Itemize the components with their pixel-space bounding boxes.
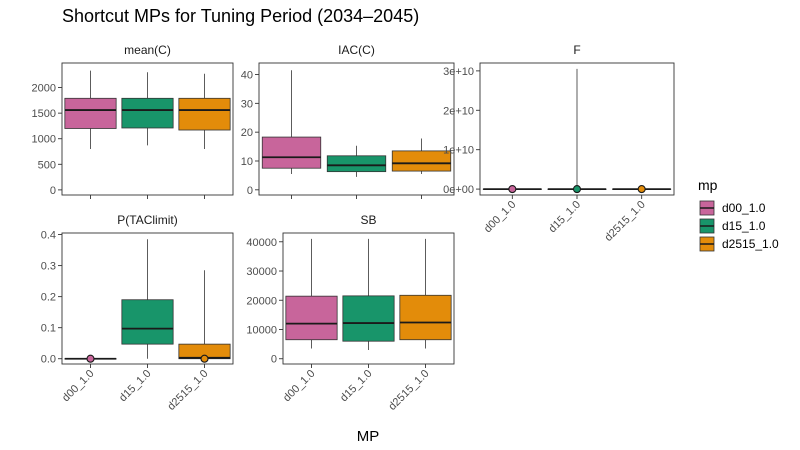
box-d2515-1-0 xyxy=(612,185,672,194)
panel-sb: SB 0 10000 20000 30000 40000 d00_1.0 d15_1.0 d25… xyxy=(246,213,455,413)
y-tick-label: 2e+10 xyxy=(443,105,474,117)
y-tick-label: 0 xyxy=(247,185,253,197)
legend-label: d2515_1.0 xyxy=(722,237,779,251)
x-tick-label: d00_1.0 xyxy=(281,368,318,405)
box-d2515-1-0 xyxy=(178,270,231,363)
panel-p-taclimit: P(TAClimit) 0.0 0.1 0.2 0.3 0.4 d00_1.0 d15_1.0… xyxy=(41,213,234,413)
box-d2515-1-0 xyxy=(178,73,231,149)
box-d00-1-0 xyxy=(285,238,338,349)
panel-strip-label: F xyxy=(573,43,580,57)
y-tick-label: 10 xyxy=(241,156,253,168)
box-iqr xyxy=(121,299,174,345)
box-d15-1-0 xyxy=(121,239,174,359)
x-tick-label: d2515_1.0 xyxy=(165,368,210,413)
panel-mean-c: mean(C) 0 500 1000 1500 2000 xyxy=(32,43,234,199)
box-d15-1-0 xyxy=(342,238,395,350)
y-tick-label: 30 xyxy=(241,98,253,110)
y-tick-label: 500 xyxy=(38,159,56,171)
x-tick-label: d00_1.0 xyxy=(482,199,519,236)
panel-strip-label: IAC(C) xyxy=(338,43,375,57)
box-d2515-1-0 xyxy=(399,238,452,349)
y-tick-label: 0.3 xyxy=(41,261,56,273)
outlier-point xyxy=(86,354,95,363)
y-tick-label: 0.1 xyxy=(41,323,56,335)
box-iqr xyxy=(64,97,117,129)
x-axis-title: MP xyxy=(357,428,380,445)
chart-title: Shortcut MPs for Tuning Period (2034–204… xyxy=(62,6,419,26)
panel-strip-label: P(TAClimit) xyxy=(117,213,177,227)
y-tick-label: 30000 xyxy=(246,266,277,278)
x-tick-label: d15_1.0 xyxy=(547,199,584,236)
y-tick-label: 0e+00 xyxy=(443,184,474,196)
outlier-point xyxy=(572,185,582,194)
box-d15-1-0 xyxy=(121,72,174,146)
y-tick-label: 20000 xyxy=(246,295,277,307)
y-tick-label: 40 xyxy=(241,70,253,82)
x-tick-label: d00_1.0 xyxy=(60,368,97,405)
panel-strip-label: mean(C) xyxy=(124,43,171,57)
y-tick-label: 0 xyxy=(271,354,277,366)
outlier-point xyxy=(508,185,517,194)
box-iqr xyxy=(342,295,395,342)
box-iqr xyxy=(326,155,387,173)
box-iqr xyxy=(285,295,338,341)
facet-panels: mean(C) 0 500 1000 1500 2000 IAC(C) 0 10 20 30 40 F 0… xyxy=(32,43,675,413)
y-tick-label: 40000 xyxy=(246,237,277,249)
box-d00-1-0 xyxy=(64,354,117,363)
panel-f: F 0e+00 1e+10 2e+10 3e+10 d00_1.0 d15_1.0 d2515… xyxy=(443,43,675,244)
x-tick-label: d2515_1.0 xyxy=(603,199,648,244)
box-iqr xyxy=(121,97,174,129)
legend-label: d15_1.0 xyxy=(722,219,766,233)
box-d00-1-0 xyxy=(64,70,117,149)
box-d15-1-0 xyxy=(326,145,387,177)
x-tick-label: d15_1.0 xyxy=(338,368,375,405)
y-tick-label: 0 xyxy=(50,185,56,197)
box-d00-1-0 xyxy=(261,70,322,174)
legend-title: mp xyxy=(698,177,718,193)
panel-iac-c: IAC(C) 0 10 20 30 40 xyxy=(241,43,455,199)
box-d2515-1-0 xyxy=(391,138,452,174)
y-tick-label: 10000 xyxy=(246,324,277,336)
y-tick-label: 0.0 xyxy=(41,354,56,366)
y-tick-label: 20 xyxy=(241,127,253,139)
y-tick-label: 3e+10 xyxy=(443,66,474,78)
x-tick-label: d2515_1.0 xyxy=(386,368,431,413)
y-tick-label: 1000 xyxy=(32,134,56,146)
legend: mp d00_1.0 d15_1.0 d2515_1.0 xyxy=(698,177,779,252)
y-tick-label: 0.2 xyxy=(41,292,56,304)
y-tick-label: 1e+10 xyxy=(443,145,474,157)
y-tick-label: 1500 xyxy=(32,108,56,120)
box-d00-1-0 xyxy=(482,185,542,194)
x-tick-label: d15_1.0 xyxy=(117,368,154,405)
legend-item-d00-1-0: d00_1.0 xyxy=(699,200,766,216)
legend-item-d2515-1-0: d2515_1.0 xyxy=(699,236,779,252)
box-d15-1-0 xyxy=(547,68,607,194)
legend-label: d00_1.0 xyxy=(722,201,766,215)
y-tick-label: 2000 xyxy=(32,83,56,95)
box-iqr xyxy=(178,97,231,131)
box-iqr xyxy=(391,150,452,172)
y-tick-label: 0.4 xyxy=(41,230,56,242)
box-iqr xyxy=(399,294,452,341)
outlier-point xyxy=(200,354,209,363)
box-iqr xyxy=(261,136,322,169)
outlier-point xyxy=(637,185,646,194)
legend-item-d15-1-0: d15_1.0 xyxy=(699,218,766,234)
panel-strip-label: SB xyxy=(360,213,376,227)
